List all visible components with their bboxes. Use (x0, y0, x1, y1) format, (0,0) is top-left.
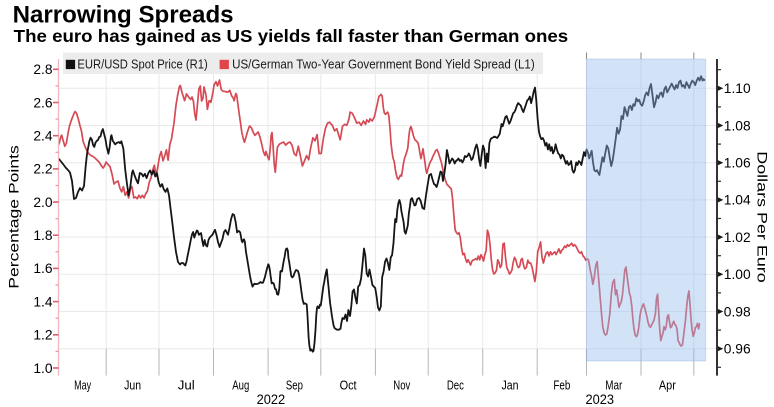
svg-text:1.08: 1.08 (724, 118, 751, 133)
svg-text:May: May (74, 378, 91, 393)
svg-text:US/German Two-Year Government: US/German Two-Year Government Bond Yield… (232, 57, 535, 72)
svg-text:2023: 2023 (586, 392, 615, 407)
svg-text:1.6: 1.6 (33, 261, 53, 276)
svg-text:1.06: 1.06 (724, 156, 751, 171)
svg-text:Narrowing Spreads: Narrowing Spreads (13, 1, 234, 28)
svg-text:2.8: 2.8 (33, 62, 53, 77)
svg-text:1.04: 1.04 (724, 193, 751, 208)
svg-text:1.00: 1.00 (724, 267, 751, 282)
svg-text:1.4: 1.4 (33, 294, 53, 309)
svg-text:2.0: 2.0 (33, 195, 53, 210)
svg-text:1.02: 1.02 (724, 230, 751, 245)
svg-text:Dec: Dec (447, 378, 464, 393)
svg-text:Feb: Feb (553, 378, 570, 393)
svg-text:Aug: Aug (232, 378, 249, 393)
svg-text:Oct: Oct (340, 378, 357, 393)
svg-text:Percentage Points: Percentage Points (7, 145, 22, 289)
svg-text:Jan: Jan (502, 378, 519, 393)
svg-text:2.6: 2.6 (33, 95, 53, 110)
svg-text:Mar: Mar (605, 378, 622, 393)
svg-text:Dollars Per Euro: Dollars Per Euro (755, 151, 771, 283)
svg-text:2022: 2022 (257, 392, 286, 407)
svg-text:2.2: 2.2 (33, 162, 52, 177)
svg-text:Sep: Sep (286, 378, 303, 393)
svg-text:Apr: Apr (659, 378, 676, 393)
svg-text:The euro has gained as US yiel: The euro has gained as US yields fall fa… (14, 26, 569, 46)
svg-text:1.10: 1.10 (724, 81, 751, 96)
svg-text:1.8: 1.8 (33, 228, 53, 243)
svg-text:Nov: Nov (393, 378, 410, 393)
svg-text:Jun: Jun (124, 378, 141, 393)
svg-text:0.96: 0.96 (724, 342, 751, 357)
svg-text:EUR/USD Spot Price (R1): EUR/USD Spot Price (R1) (77, 57, 207, 72)
svg-text:0.98: 0.98 (724, 304, 751, 319)
svg-text:Jul: Jul (178, 378, 195, 393)
svg-text:1.2: 1.2 (33, 328, 52, 343)
svg-text:2.4: 2.4 (33, 129, 53, 144)
svg-text:1.0: 1.0 (33, 361, 53, 376)
